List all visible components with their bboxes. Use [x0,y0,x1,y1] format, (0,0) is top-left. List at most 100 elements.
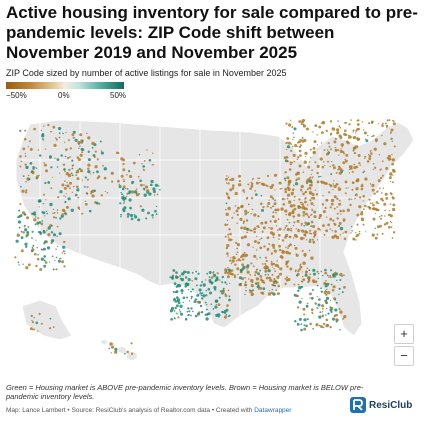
zip-marker [352,131,354,133]
zip-marker [236,251,239,253]
zip-marker [373,192,376,195]
zip-marker [301,249,304,252]
zip-marker [20,230,23,233]
zip-marker [332,317,335,321]
us-zip-map[interactable]: + − [0,110,424,380]
zip-marker [369,183,372,185]
zip-marker [123,202,125,204]
zip-marker [218,296,221,299]
zip-marker [330,161,333,163]
zip-marker [337,120,339,122]
zip-marker [245,219,249,222]
zip-marker [313,232,317,236]
zip-marker [343,315,347,319]
zip-marker [314,280,318,284]
zip-marker [153,194,156,196]
credits-text: Map: Lance Lambert • Source: ResiClub's … [6,407,253,414]
zip-marker [276,292,280,296]
zip-marker [336,212,339,215]
zip-marker [285,122,288,125]
zip-marker [221,281,224,284]
zip-marker [20,236,24,239]
zip-marker [389,214,393,218]
zip-marker [152,152,154,154]
zip-marker [242,265,246,270]
zip-marker [332,164,335,167]
zip-marker [379,187,381,190]
zip-marker [312,147,316,150]
zip-marker [309,238,312,241]
zip-marker [326,288,328,291]
zip-marker [122,209,126,213]
zip-marker [215,299,219,303]
zip-marker [301,139,305,143]
zip-marker [122,162,125,166]
zip-marker [302,123,305,126]
zip-marker [250,278,254,283]
zip-marker [287,187,291,192]
zoom-in-button[interactable]: + [394,324,414,344]
zip-marker [317,303,321,307]
zip-marker [330,299,332,301]
zip-marker [123,201,126,203]
zip-marker [78,208,81,210]
zip-marker [380,197,384,201]
zip-marker [391,181,394,184]
zip-marker [292,153,296,157]
zip-marker [301,120,304,124]
zip-marker [58,132,61,135]
zip-marker [321,166,324,169]
zip-marker [216,272,219,275]
zip-marker [268,226,270,229]
zip-marker [204,301,207,304]
zip-marker [109,342,113,346]
zip-marker [299,138,301,141]
zip-marker [338,308,341,310]
zip-marker [358,205,362,209]
zip-marker [194,314,198,318]
zip-marker [343,274,345,277]
zip-marker [16,233,20,237]
zip-marker [205,279,207,281]
zip-marker [304,151,308,155]
zip-marker [210,276,214,279]
zip-marker [330,202,334,206]
zip-marker [295,179,298,182]
zip-marker [294,182,299,186]
zip-marker [184,276,188,279]
zip-marker [326,291,331,295]
zip-marker [389,131,392,134]
zip-marker [304,119,306,121]
zip-marker [353,146,357,150]
zip-marker [312,176,314,178]
zoom-out-button[interactable]: − [394,346,414,366]
zip-marker [87,170,91,174]
zip-marker [170,318,173,321]
zip-marker [26,231,30,234]
zip-marker [278,244,281,248]
zip-marker [359,196,362,199]
zip-marker [286,276,288,279]
zip-marker [276,208,280,212]
zip-marker [80,147,84,151]
zip-marker [352,136,354,138]
zip-marker [24,228,28,232]
zip-marker [309,297,311,299]
zip-marker [262,226,266,230]
zip-marker [173,309,176,312]
zip-marker [257,215,260,218]
zip-marker [134,215,138,219]
zip-marker [259,286,263,290]
zip-marker [311,169,313,172]
zip-marker [148,159,152,162]
zip-marker [312,150,316,155]
zip-marker [117,179,120,183]
zip-marker [310,173,313,176]
zip-marker [381,122,384,125]
zip-marker [318,298,321,301]
zip-marker [242,189,245,192]
zip-marker [27,174,30,177]
datawrapper-link[interactable]: Datawrapper [254,407,292,414]
zip-marker [56,166,59,168]
zip-marker [135,188,138,190]
